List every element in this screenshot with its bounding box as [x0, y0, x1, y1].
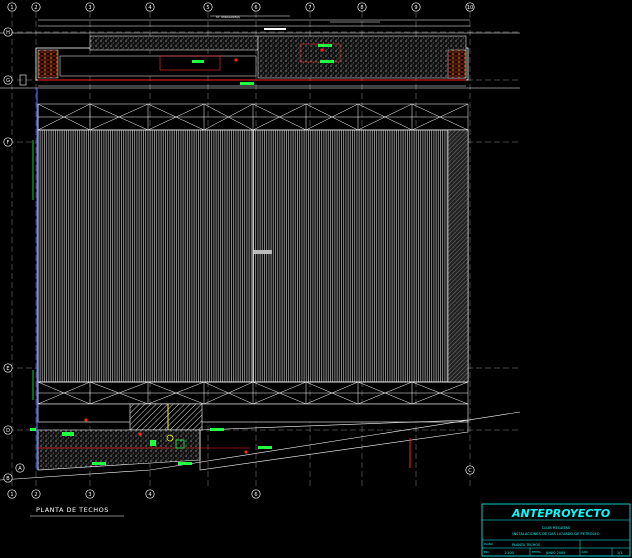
grid-bubble-col-2-bottom-label: 2: [34, 492, 37, 498]
grid-bubble-row-H-label: H: [6, 30, 10, 36]
top-dimension-lines: [0, 15, 520, 34]
grid-bubble-row-D-label: D: [6, 428, 10, 434]
roof-truss-band-top: [37, 103, 469, 131]
grid-bubble-row-E-label: E: [6, 366, 9, 372]
grid-bubble-col-8-top: 8: [357, 2, 367, 12]
grid-bubble-col-6-bottom: 6: [251, 489, 261, 499]
main-roof-area: [37, 129, 469, 383]
grid-bubble-col-4-top-label: 4: [148, 5, 151, 11]
gas-pipe-left-vertical: [30, 88, 38, 470]
plan-name: PLANTA TECHOS: [512, 543, 540, 547]
grid-bubble-col-3-bottom: 3: [85, 489, 95, 499]
grid-bubble-row-G-label: G: [6, 78, 10, 84]
title-block: ANTEPROYECTO CLUB REGATAS INSTALACIONES …: [481, 503, 631, 557]
scale-label: ESC.: [484, 550, 490, 554]
sheet-value: 1/1: [617, 551, 622, 555]
grid-bubble-col-4-bottom: 4: [145, 489, 155, 499]
lower-roof-strip: [0, 403, 521, 481]
grid-bubble-col-3-top-label: 3: [88, 5, 91, 11]
grid-bubble-col-2-bottom: 2: [31, 489, 41, 499]
grid-bubble-col-6-top: 6: [251, 2, 261, 12]
grid-bubble-col-7-top-label: 7: [308, 5, 311, 11]
title-block-heading: ANTEPROYECTO: [511, 507, 610, 520]
grid-bubble-row-H: H: [3, 27, 13, 37]
grid-bubble-row-A-label: A: [18, 466, 22, 472]
drawing-title: PLANTA DE TECHOS: [36, 506, 109, 514]
grid-bubble-col-4-top: 4: [145, 2, 155, 12]
grid-bubble-col-1-bottom: 1: [7, 489, 17, 499]
grid-bubble-col-6-top-label: 6: [254, 5, 257, 11]
grid-bubble-col-9-top-label: 9: [414, 5, 417, 11]
grid-bubble-col-6-bottom-label: 6: [254, 492, 257, 498]
grid-bubble-col-4-bottom-label: 4: [148, 492, 151, 498]
grid-bubble-col-5-top: 5: [203, 2, 213, 12]
grid-bubble-row-D: D: [3, 425, 13, 435]
grid-bubble-row-B: B: [3, 473, 13, 483]
grid-bubble-col-1-bottom-label: 1: [10, 492, 13, 498]
date-label: FECHA: [532, 550, 541, 554]
grid-bubble-col-10-top-label: 10: [467, 5, 473, 11]
grid-bubble-col-10-top: 10: [465, 2, 475, 12]
project-name: CLUB REGATAS: [542, 525, 571, 530]
grid-bubble-row-E: E: [3, 363, 13, 373]
grid-bubble-row-B-label: B: [6, 476, 10, 482]
grid-bubble-row-A: A: [15, 463, 25, 473]
grid-bubble-col-2-top: 2: [31, 2, 41, 12]
sheet-label: LAM.: [582, 550, 589, 554]
upper-strip-annotations: [19, 28, 334, 86]
scale-value: 1:100: [504, 551, 514, 555]
grid-bubble-col-1-top-label: 1: [10, 5, 13, 11]
top-note: ST. MIRAGOMAS: [216, 15, 240, 19]
grid-bubble-col-3-bottom-label: 3: [88, 492, 91, 498]
grid-bubble-col-8-top-label: 8: [360, 5, 363, 11]
grid-bubble-row-G: G: [3, 75, 13, 85]
grid-bubble-col-7-top: 7: [305, 2, 315, 12]
grid-bubble-col-9-top: 9: [411, 2, 421, 12]
plan-label: PLANO: [484, 542, 493, 546]
project-description: INSTALACIONES DE GAS LICUADO DE PETROLEO: [512, 532, 599, 536]
grid-bubble-row-F-label: F: [7, 140, 10, 146]
grid-bubble-col-3-top: 3: [85, 2, 95, 12]
grid-bubble-col-5-top-label: 5: [206, 5, 209, 11]
upper-roof-strip: [0, 35, 520, 89]
grid-bubble-col-2-top-label: 2: [34, 5, 37, 11]
roof-truss-band-bottom: [37, 381, 469, 405]
grid-axis-bubbles: 1 2 3 4 5 6 7 8 9 10 1 2 3 4 6 H G F E D C B A: [3, 2, 475, 499]
date-value: JUNIO 2005: [545, 551, 565, 555]
grid-bubble-row-F: F: [3, 137, 13, 147]
grid-bubble-row-C-label: C: [468, 468, 472, 474]
grid-bubble-row-C: C: [465, 465, 475, 475]
grid-bubble-col-1-top: 1: [7, 2, 17, 12]
